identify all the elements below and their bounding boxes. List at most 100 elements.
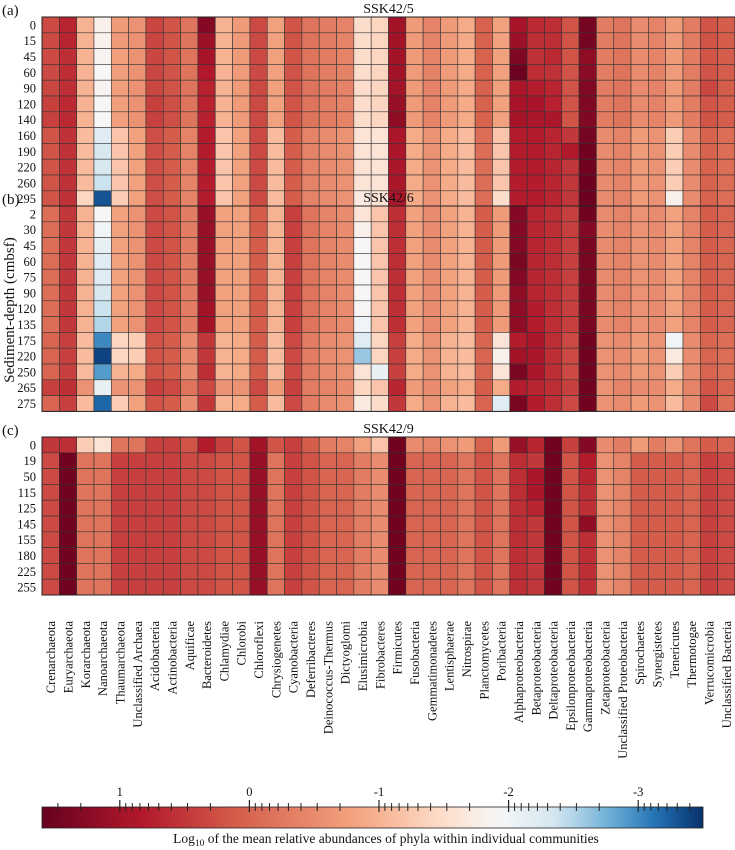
heatmap-cell (474, 563, 493, 580)
heatmap-cell (162, 190, 181, 207)
heatmap-cell (561, 79, 580, 97)
heatmap-cell (111, 79, 129, 97)
heatmap-cell (630, 16, 649, 34)
heatmap-cell (162, 221, 181, 238)
heatmap-cell (180, 436, 199, 454)
heatmap-cell (284, 127, 303, 144)
heatmap-cell (214, 531, 233, 548)
heatmap-cell (613, 395, 632, 412)
heatmap-cell (440, 253, 459, 270)
heatmap-cell (284, 499, 303, 517)
heatmap-cell (561, 268, 580, 286)
heatmap-cell (59, 379, 77, 396)
heatmap-cell (578, 127, 597, 144)
heatmap-cell (197, 205, 216, 223)
heatmap-cell (145, 174, 164, 192)
heatmap-cell (596, 143, 615, 160)
heatmap-cell (353, 436, 372, 454)
heatmap-cell (422, 237, 441, 254)
heatmap-cell (578, 253, 597, 270)
heatmap-cell (232, 547, 251, 564)
heatmap-cell (318, 268, 337, 286)
heatmap-cell (422, 316, 441, 333)
heatmap-cell (197, 95, 216, 113)
heatmap-cell (162, 237, 181, 254)
heatmap-cell (318, 515, 337, 533)
heatmap-cell (266, 316, 285, 333)
heatmap-cell (318, 221, 337, 238)
heatmap-cell (370, 395, 389, 412)
heatmap-cell (388, 79, 407, 97)
heatmap-cell (214, 395, 233, 412)
heatmap-cell (249, 395, 268, 412)
heatmap-cell (561, 563, 580, 580)
heatmap-cell (59, 347, 77, 365)
depth-label: 45 (24, 50, 37, 64)
heatmap-cell (630, 468, 649, 485)
heatmap-cell (509, 499, 528, 517)
heatmap-cell (128, 221, 147, 238)
heatmap-cell (682, 16, 701, 34)
heatmap-cell (214, 468, 233, 485)
heatmap-cell (665, 237, 684, 254)
panel-tag: (b) (2, 192, 20, 208)
depth-label: 60 (24, 66, 37, 80)
heatmap-cell (162, 268, 181, 286)
heatmap-cell (440, 48, 459, 65)
heatmap-cell (197, 221, 216, 238)
heatmap-cell (578, 563, 597, 580)
heatmap-cell (526, 237, 545, 254)
heatmap-cell (388, 143, 407, 160)
heatmap-cell (284, 347, 303, 365)
heatmap-cell (613, 531, 632, 548)
heatmap-cell (700, 79, 718, 97)
heatmap-cell (180, 578, 199, 596)
heatmap-cell (162, 48, 181, 65)
heatmap-cell (492, 347, 511, 365)
heatmap-cell (266, 436, 285, 454)
heatmap-cell (59, 484, 77, 501)
heatmap-cell (700, 48, 718, 65)
heatmap-cell (128, 332, 147, 349)
heatmap-cell (682, 143, 701, 160)
heatmap-cell (93, 174, 112, 192)
heatmap-cell (648, 221, 667, 238)
heatmap-cell (318, 95, 337, 113)
heatmap-cell (41, 205, 60, 223)
heatmap-cell (197, 143, 216, 160)
heatmap-cell (76, 347, 95, 365)
heatmap-cell (111, 347, 129, 365)
heatmap-cell (145, 64, 164, 81)
heatmap-cell (336, 436, 355, 454)
heatmap-cell (76, 158, 95, 176)
heatmap-cell (93, 347, 112, 365)
heatmap-cell (41, 16, 60, 34)
heatmap-cell (318, 484, 337, 501)
heatmap-cell (492, 531, 511, 548)
heatmap-cell (544, 316, 563, 333)
heatmap-cell (630, 143, 649, 160)
heatmap-cell (717, 79, 735, 97)
heatmap-cell (59, 158, 77, 176)
heatmap-cell (682, 379, 701, 396)
heatmap-cell (197, 300, 216, 317)
heatmap-cell (474, 253, 493, 270)
heatmap-cell (76, 284, 95, 302)
heatmap-cell (180, 563, 199, 580)
heatmap-cell (93, 111, 112, 128)
heatmap-cell (301, 48, 320, 65)
heatmap-cell (648, 468, 667, 485)
heatmap-cell (93, 32, 112, 49)
heatmap-cell (249, 284, 268, 302)
heatmap-cell (111, 531, 129, 548)
heatmap-cell (717, 95, 735, 113)
heatmap-cell (111, 484, 129, 501)
heatmap-cell (630, 190, 649, 207)
heatmap-cell (111, 143, 129, 160)
heatmap-cell (180, 452, 199, 469)
heatmap-cell (561, 363, 580, 381)
heatmap-cell (301, 395, 320, 412)
heatmap-cell (717, 547, 735, 564)
heatmap-cell (474, 32, 493, 49)
phylum-label: Chlamydiae (217, 621, 231, 682)
